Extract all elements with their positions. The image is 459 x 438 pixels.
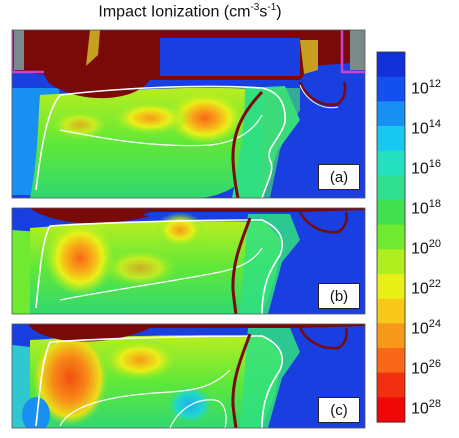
colorbar-tick-label: 1018 — [411, 198, 442, 218]
colorbar-band — [377, 175, 405, 201]
colorbar-band — [377, 372, 405, 398]
colorbar-band — [377, 323, 405, 349]
colorbar-tick-label: 1026 — [411, 358, 442, 378]
colorbar-band — [377, 52, 405, 78]
colorbar-band — [377, 76, 405, 102]
panel-c-label: (c) — [318, 397, 360, 423]
colorbar-band — [377, 150, 405, 176]
panel-a-frame — [11, 29, 366, 199]
figure-title: Impact Ionization (cm-3s-1) — [98, 2, 282, 21]
colorbar-tick-label: 1024 — [411, 318, 442, 338]
panel-c-frame — [11, 323, 366, 429]
colorbar-band — [377, 348, 405, 374]
colorbar-band — [377, 249, 405, 275]
colorbar-band — [377, 224, 405, 250]
panel-b-map — [12, 208, 365, 314]
colorbar-tick-label: 1022 — [411, 278, 442, 298]
colorbar-band — [377, 200, 405, 226]
colorbar-band — [377, 397, 405, 423]
panel-b-label: (b) — [318, 283, 360, 309]
colorbar-tick-label: 1012 — [411, 78, 442, 98]
colorbar-frame — [376, 51, 406, 423]
colorbar-tick-label: 1028 — [411, 398, 442, 418]
colorbar-band — [377, 274, 405, 300]
panel-a-label: (a) — [318, 164, 360, 190]
colorbar-tick-label: 1014 — [411, 118, 442, 138]
colorbar-tick-label: 1016 — [411, 158, 442, 178]
panel-c-map — [12, 324, 365, 428]
colorbar-band — [377, 126, 405, 152]
colorbar — [377, 52, 405, 423]
colorbar-band — [377, 101, 405, 127]
panel-a-map — [12, 30, 365, 198]
colorbar-band — [377, 298, 405, 324]
panel-b-frame — [11, 207, 366, 315]
colorbar-tick-label: 1020 — [411, 238, 442, 258]
